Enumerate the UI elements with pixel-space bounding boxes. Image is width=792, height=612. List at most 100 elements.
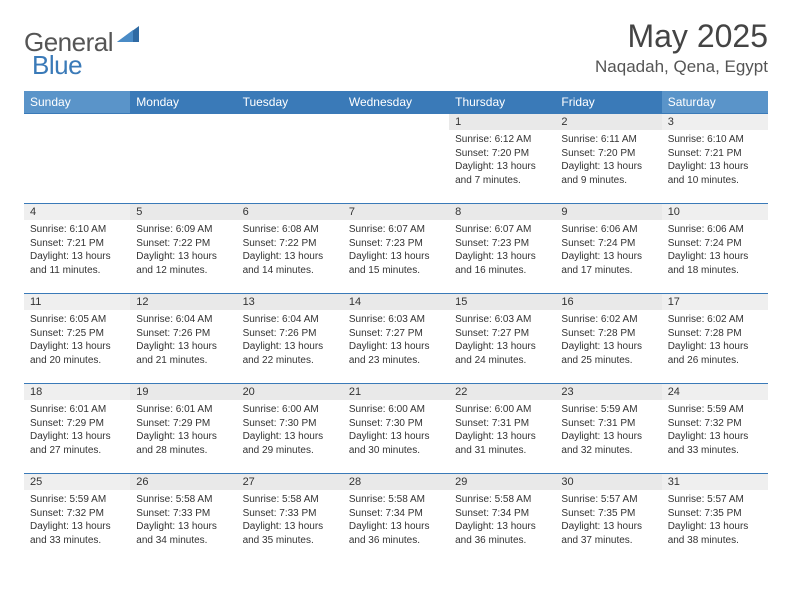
calendar-cell: 22 Sunrise: 6:00 AMSunset: 7:31 PMDayligh…	[449, 384, 555, 474]
col-tuesday: Tuesday	[237, 91, 343, 114]
day-content: Sunrise: 6:02 AMSunset: 7:28 PMDaylight:…	[662, 310, 768, 373]
sunrise-text: Sunrise: 5:58 AM	[243, 493, 337, 507]
sunset-text: Sunset: 7:22 PM	[243, 237, 337, 251]
day-content: Sunrise: 5:58 AMSunset: 7:33 PMDaylight:…	[237, 490, 343, 553]
day-number: 27	[237, 474, 343, 490]
day-content: Sunrise: 5:59 AMSunset: 7:31 PMDaylight:…	[555, 400, 661, 463]
calendar-cell: 15Sunrise: 6:03 AMSunset: 7:27 PMDayligh…	[449, 294, 555, 384]
sunrise-text: Sunrise: 6:00 AM	[455, 403, 549, 417]
col-wednesday: Wednesday	[343, 91, 449, 114]
sunrise-text: Sunrise: 6:06 AM	[668, 223, 762, 237]
daylight-text: Daylight: 13 hours and 25 minutes.	[561, 340, 655, 367]
day-content: Sunrise: 6:02 AMSunset: 7:28 PMDaylight:…	[555, 310, 661, 373]
sunset-text: Sunset: 7:33 PM	[136, 507, 230, 521]
day-content: Sunrise: 6:03 AMSunset: 7:27 PMDaylight:…	[343, 310, 449, 373]
sunset-text: Sunset: 7:21 PM	[30, 237, 124, 251]
day-content: Sunrise: 6:00 AMSunset: 7:30 PMDaylight:…	[237, 400, 343, 463]
header: General May 2025 Naqadah, Qena, Egypt	[24, 18, 768, 77]
day-content: Sunrise: 5:57 AMSunset: 7:35 PMDaylight:…	[662, 490, 768, 553]
day-content: Sunrise: 6:04 AMSunset: 7:26 PMDaylight:…	[237, 310, 343, 373]
sunset-text: Sunset: 7:23 PM	[455, 237, 549, 251]
day-number: 26	[130, 474, 236, 490]
sunrise-text: Sunrise: 5:59 AM	[668, 403, 762, 417]
sunset-text: Sunset: 7:25 PM	[30, 327, 124, 341]
day-number: 24	[662, 384, 768, 400]
day-number: 21	[343, 384, 449, 400]
sunset-text: Sunset: 7:34 PM	[455, 507, 549, 521]
calendar-cell: 2Sunrise: 6:11 AMSunset: 7:20 PMDaylight…	[555, 114, 661, 204]
day-number: 23	[555, 384, 661, 400]
day-number: 1	[449, 114, 555, 130]
sunset-text: Sunset: 7:24 PM	[561, 237, 655, 251]
day-number: 11	[24, 294, 130, 310]
daylight-text: Daylight: 13 hours and 14 minutes.	[243, 250, 337, 277]
sunrise-text: Sunrise: 5:59 AM	[561, 403, 655, 417]
day-number: 19	[130, 384, 236, 400]
sunset-text: Sunset: 7:28 PM	[668, 327, 762, 341]
sunset-text: Sunset: 7:34 PM	[349, 507, 443, 521]
day-content: Sunrise: 6:05 AMSunset: 7:25 PMDaylight:…	[24, 310, 130, 373]
col-saturday: Saturday	[662, 91, 768, 114]
day-header-row: Sunday Monday Tuesday Wednesday Thursday…	[24, 91, 768, 114]
daylight-text: Daylight: 13 hours and 33 minutes.	[668, 430, 762, 457]
calendar-cell: 16Sunrise: 6:02 AMSunset: 7:28 PMDayligh…	[555, 294, 661, 384]
sunrise-text: Sunrise: 6:08 AM	[243, 223, 337, 237]
logo-text-blue: Blue	[32, 50, 82, 81]
calendar-body: 1Sunrise: 6:12 AMSunset: 7:20 PMDaylight…	[24, 114, 768, 562]
sunset-text: Sunset: 7:24 PM	[668, 237, 762, 251]
day-number: 17	[662, 294, 768, 310]
location: Naqadah, Qena, Egypt	[595, 57, 768, 77]
sunset-text: Sunset: 7:20 PM	[561, 147, 655, 161]
sunrise-text: Sunrise: 5:58 AM	[136, 493, 230, 507]
day-content: Sunrise: 5:58 AMSunset: 7:33 PMDaylight:…	[130, 490, 236, 553]
calendar-cell: 31Sunrise: 5:57 AMSunset: 7:35 PMDayligh…	[662, 474, 768, 562]
calendar-cell: 6Sunrise: 6:08 AMSunset: 7:22 PMDaylight…	[237, 204, 343, 294]
sunset-text: Sunset: 7:27 PM	[349, 327, 443, 341]
day-content: Sunrise: 6:08 AMSunset: 7:22 PMDaylight:…	[237, 220, 343, 283]
day-number: 2	[555, 114, 661, 130]
daylight-text: Daylight: 13 hours and 15 minutes.	[349, 250, 443, 277]
day-number: 25	[24, 474, 130, 490]
sunset-text: Sunset: 7:35 PM	[668, 507, 762, 521]
calendar-cell: 4Sunrise: 6:10 AMSunset: 7:21 PMDaylight…	[24, 204, 130, 294]
col-sunday: Sunday	[24, 91, 130, 114]
sunset-text: Sunset: 7:32 PM	[668, 417, 762, 431]
daylight-text: Daylight: 13 hours and 32 minutes.	[561, 430, 655, 457]
day-content: Sunrise: 5:57 AMSunset: 7:35 PMDaylight:…	[555, 490, 661, 553]
daylight-text: Daylight: 13 hours and 7 minutes.	[455, 160, 549, 187]
daylight-text: Daylight: 13 hours and 11 minutes.	[30, 250, 124, 277]
day-number: 31	[662, 474, 768, 490]
day-number: 4	[24, 204, 130, 220]
calendar-cell: 1Sunrise: 6:12 AMSunset: 7:20 PMDaylight…	[449, 114, 555, 204]
calendar-cell: 24 Sunrise: 5:59 AMSunset: 7:32 PMDayligh…	[662, 384, 768, 474]
sunrise-text: Sunrise: 6:07 AM	[455, 223, 549, 237]
calendar-cell: 3Sunrise: 6:10 AMSunset: 7:21 PMDaylight…	[662, 114, 768, 204]
daylight-text: Daylight: 13 hours and 34 minutes.	[136, 520, 230, 547]
day-number: 28	[343, 474, 449, 490]
logo-triangle-icon	[117, 24, 141, 47]
calendar-cell: 19Sunrise: 6:01 AMSunset: 7:29 PMDayligh…	[130, 384, 236, 474]
calendar-cell: 13Sunrise: 6:04 AMSunset: 7:26 PMDayligh…	[237, 294, 343, 384]
daylight-text: Daylight: 13 hours and 12 minutes.	[136, 250, 230, 277]
sunrise-text: Sunrise: 6:09 AM	[136, 223, 230, 237]
sunrise-text: Sunrise: 6:04 AM	[136, 313, 230, 327]
day-number: 18	[24, 384, 130, 400]
sunrise-text: Sunrise: 5:58 AM	[349, 493, 443, 507]
calendar-cell: 7Sunrise: 6:07 AMSunset: 7:23 PMDaylight…	[343, 204, 449, 294]
calendar-table: Sunday Monday Tuesday Wednesday Thursday…	[24, 91, 768, 562]
day-content: Sunrise: 5:59 AMSunset: 7:32 PMDaylight:…	[24, 490, 130, 553]
calendar-cell: 14Sunrise: 6:03 AMSunset: 7:27 PMDayligh…	[343, 294, 449, 384]
day-number: 20	[237, 384, 343, 400]
sunset-text: Sunset: 7:26 PM	[243, 327, 337, 341]
daylight-text: Daylight: 13 hours and 31 minutes.	[455, 430, 549, 457]
day-number: 22	[449, 384, 555, 400]
daylight-text: Daylight: 13 hours and 26 minutes.	[668, 340, 762, 367]
sunrise-text: Sunrise: 6:04 AM	[243, 313, 337, 327]
daylight-text: Daylight: 13 hours and 16 minutes.	[455, 250, 549, 277]
day-content: Sunrise: 6:10 AMSunset: 7:21 PMDaylight:…	[662, 130, 768, 193]
sunset-text: Sunset: 7:27 PM	[455, 327, 549, 341]
sunset-text: Sunset: 7:31 PM	[455, 417, 549, 431]
month-title: May 2025	[595, 18, 768, 55]
title-block: May 2025 Naqadah, Qena, Egypt	[595, 18, 768, 77]
sunset-text: Sunset: 7:29 PM	[136, 417, 230, 431]
